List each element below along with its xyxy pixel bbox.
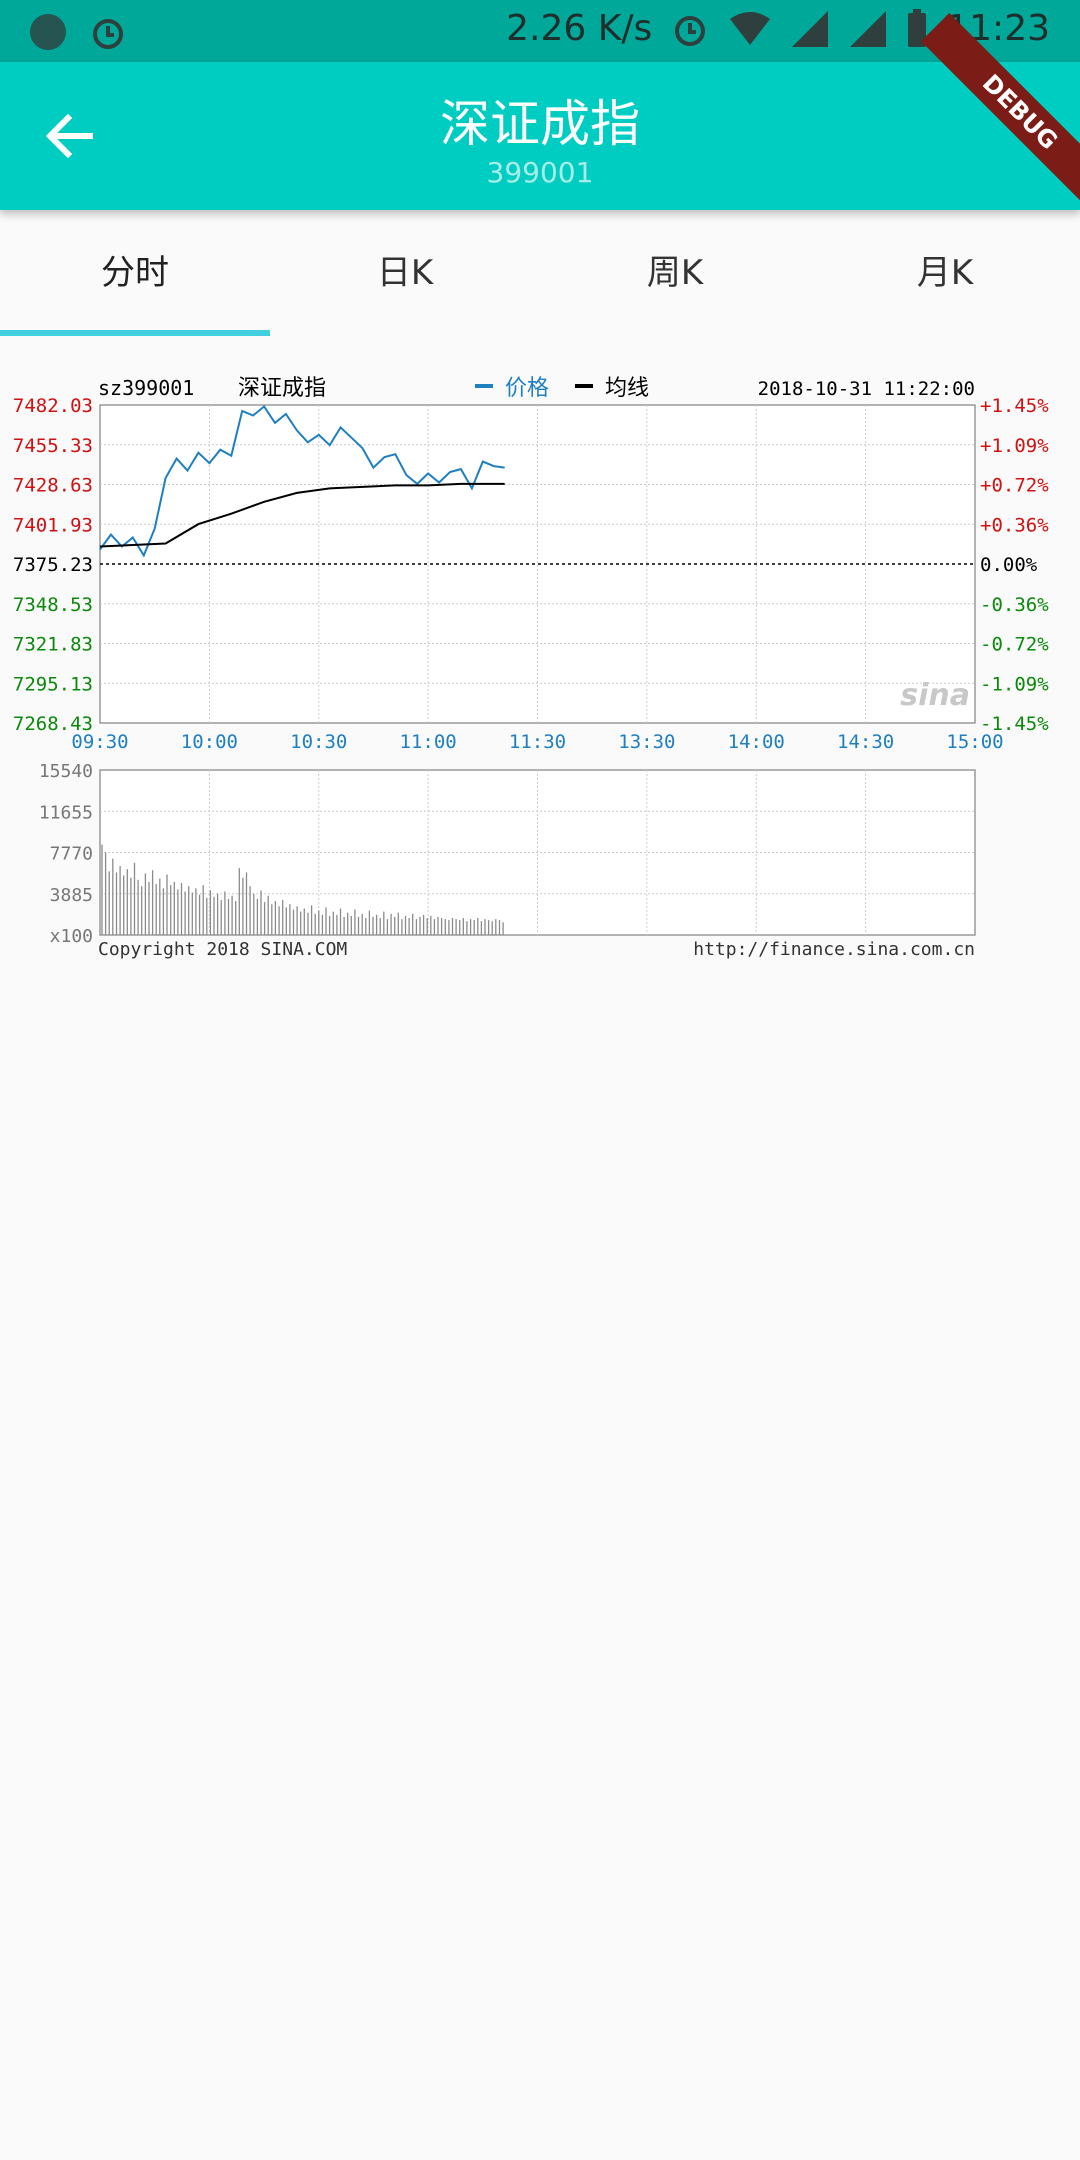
y-left-tick: 7401.93 [13,514,93,536]
stock-code: 399001 [486,156,594,189]
y-left-tick: 7268.43 [13,713,93,735]
footer-url: http://finance.sina.com.cn [693,939,975,960]
legend-average-swatch [575,384,593,388]
wifi-icon [730,11,771,45]
y-right-tick: -0.36% [980,594,1049,616]
x-tick: 09:30 [71,731,128,753]
alarm-icon [93,19,123,49]
tab-label: 月K [916,253,974,293]
y-right-tick: +1.45% [980,395,1049,417]
x-tick: 14:30 [837,731,894,753]
tab-indicator [0,330,270,336]
y-right-tick: +0.36% [980,514,1049,536]
y-right-tick: -1.09% [980,673,1049,695]
tab-weekly-k[interactable]: 周K [540,210,810,336]
status-left [30,12,128,52]
chart-datetime: 2018-10-31 11:22:00 [758,378,975,400]
average-series-line [99,482,505,548]
legend-average-label: 均线 [605,376,649,401]
y-right-tick: 0.00% [980,554,1038,576]
volume-y-tick: x100 [50,926,93,947]
sina-watermark: sina [900,678,970,713]
alarm-icon-right [675,15,706,46]
x-tick: 11:00 [400,731,457,753]
battery-icon [908,8,927,47]
back-button[interactable] [40,108,100,164]
x-tick: 11:30 [509,731,566,753]
tab-intraday[interactable]: 分时 [0,210,270,336]
chart-name: 深证成指 [238,376,326,401]
volume-y-tick: 15540 [39,761,93,782]
y-left-tick: 7482.03 [13,395,93,417]
volume-y-tick: 7770 [50,844,93,865]
volume-y-tick: 11655 [39,802,93,823]
y-right-tick: -0.72% [980,634,1049,656]
app-bar: 深证成指 399001 DEBUG [0,13,1080,211]
y-left-tick: 7295.13 [13,673,93,695]
footer-copyright: Copyright 2018 SINA.COM [98,939,347,960]
y-right-tick: -1.45% [980,713,1049,735]
status-bar: 2.26 K/s 11:23 [0,0,1080,62]
y-right-tick: +1.09% [980,435,1049,457]
tab-daily-k[interactable]: 日K [270,210,540,336]
tab-monthly-k[interactable]: 月K [810,210,1080,336]
tab-label: 分时 [101,253,169,293]
x-tick: 10:30 [290,731,347,753]
signal-4g-icon [850,10,887,47]
y-left-tick: 7321.83 [13,634,93,656]
y-right-tick: +0.72% [980,475,1049,497]
tab-bar: 分时 日K 周K 月K [0,210,1080,336]
legend-price-label: 价格 [505,376,549,401]
y-left-tick: 7428.63 [13,475,93,497]
legend-price-swatch [475,384,493,388]
page-title: 深证成指 [440,95,640,153]
arrow-left-icon [45,113,93,159]
y-left-tick: 7375.23 [13,554,93,576]
volume-y-tick: 3885 [50,885,93,906]
chart-symbol: sz399001 [98,376,194,400]
x-tick: 15:00 [946,731,1003,753]
x-tick: 13:30 [618,731,675,753]
notification-icon [30,14,66,50]
signal-icon [792,10,829,47]
y-left-tick: 7455.33 [13,435,93,457]
intraday-chart: sz399001 深证成指 价格 均线 2018-10-31 11:22:00 7482.… [13,376,1049,960]
price-series-line [99,405,505,558]
tab-label: 日K [376,253,434,293]
x-tick: 10:00 [181,731,238,753]
tab-label: 周K [646,253,704,293]
network-speed: 2.26 K/s [506,8,653,49]
y-left-tick: 7348.53 [13,594,93,616]
x-tick: 14:00 [728,731,785,753]
